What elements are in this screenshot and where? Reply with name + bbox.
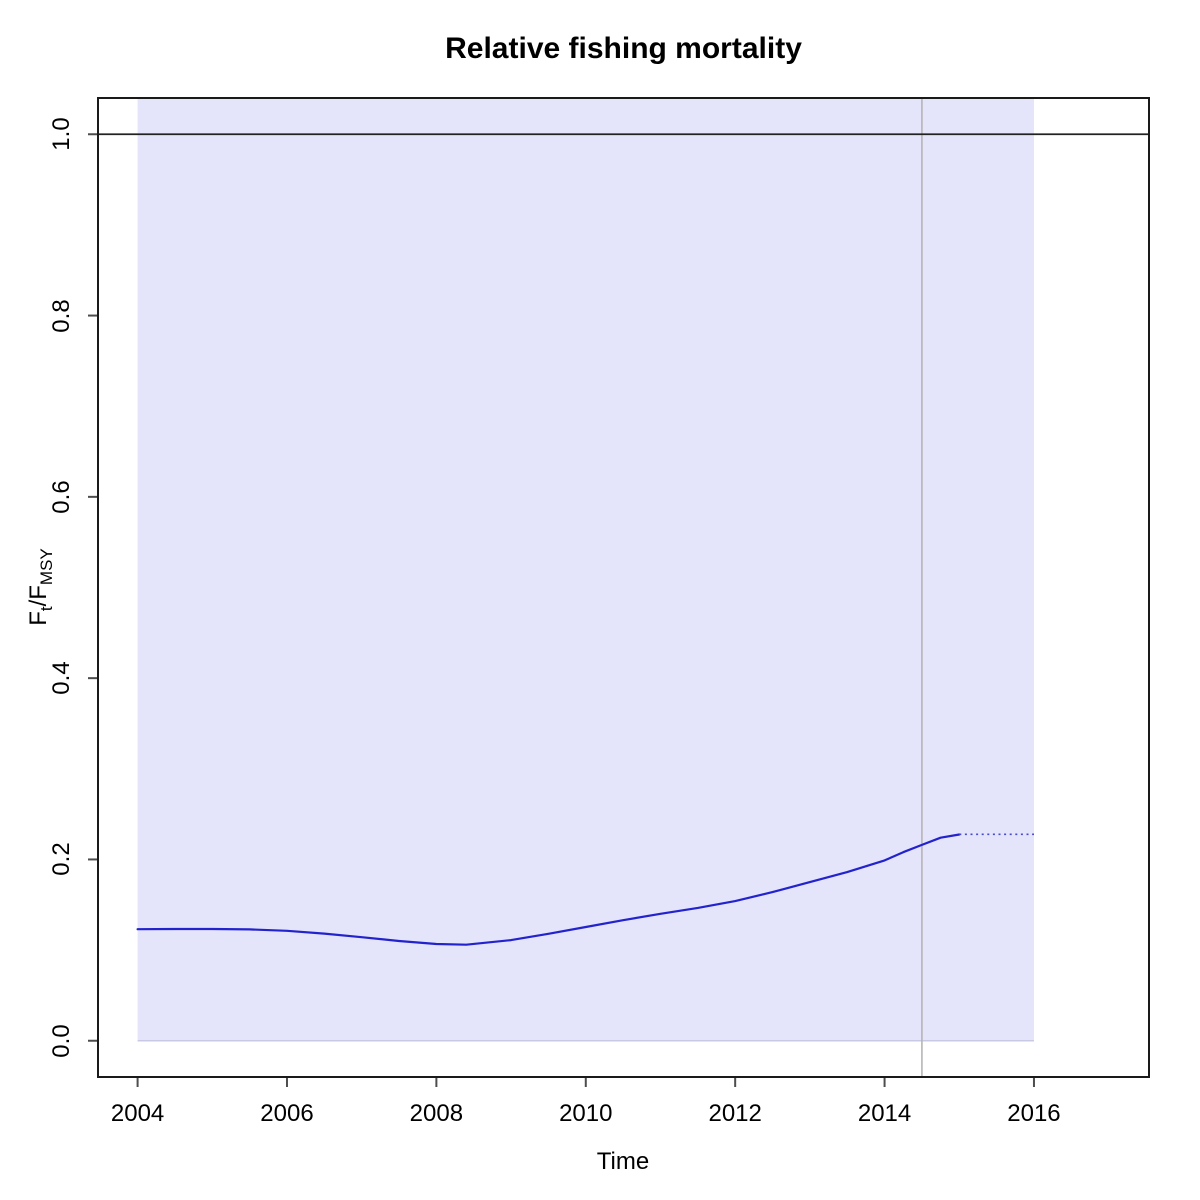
y-tick-label-0.6: 0.6 [48, 480, 75, 514]
y-tick-label-0.0: 0.0 [48, 1024, 75, 1058]
x-tick-label-2006: 2006 [260, 1100, 314, 1127]
x-tick-label-2004: 2004 [110, 1100, 165, 1127]
x-tick-label-2014: 2014 [857, 1100, 912, 1127]
y-axis-title-sub1: t [36, 606, 56, 612]
y-tick-label-1.0: 1.0 [48, 117, 75, 151]
x-tick-label-2010: 2010 [559, 1100, 613, 1127]
y-tick-label-0.8: 0.8 [48, 298, 75, 333]
x-tick-label-2008: 2008 [409, 1100, 464, 1127]
plot-border [97, 97, 1150, 1078]
y-axis-title-sub2: MSY [36, 548, 56, 586]
x-tick-label-2012: 2012 [708, 1100, 762, 1127]
y-tick-label-0.2: 0.2 [48, 842, 75, 877]
y-tick-label-0.4: 0.4 [48, 661, 75, 695]
x-axis-title: Time [596, 1148, 650, 1175]
y-axis-title-base2: /F [25, 585, 52, 607]
chart-title: Relative fishing mortality [445, 32, 802, 65]
x-tick-label-2016: 2016 [1007, 1100, 1061, 1127]
y-axis-title-base1: F [25, 611, 52, 626]
estimate-line [136, 833, 961, 946]
confidence-band [137, 98, 1034, 1041]
